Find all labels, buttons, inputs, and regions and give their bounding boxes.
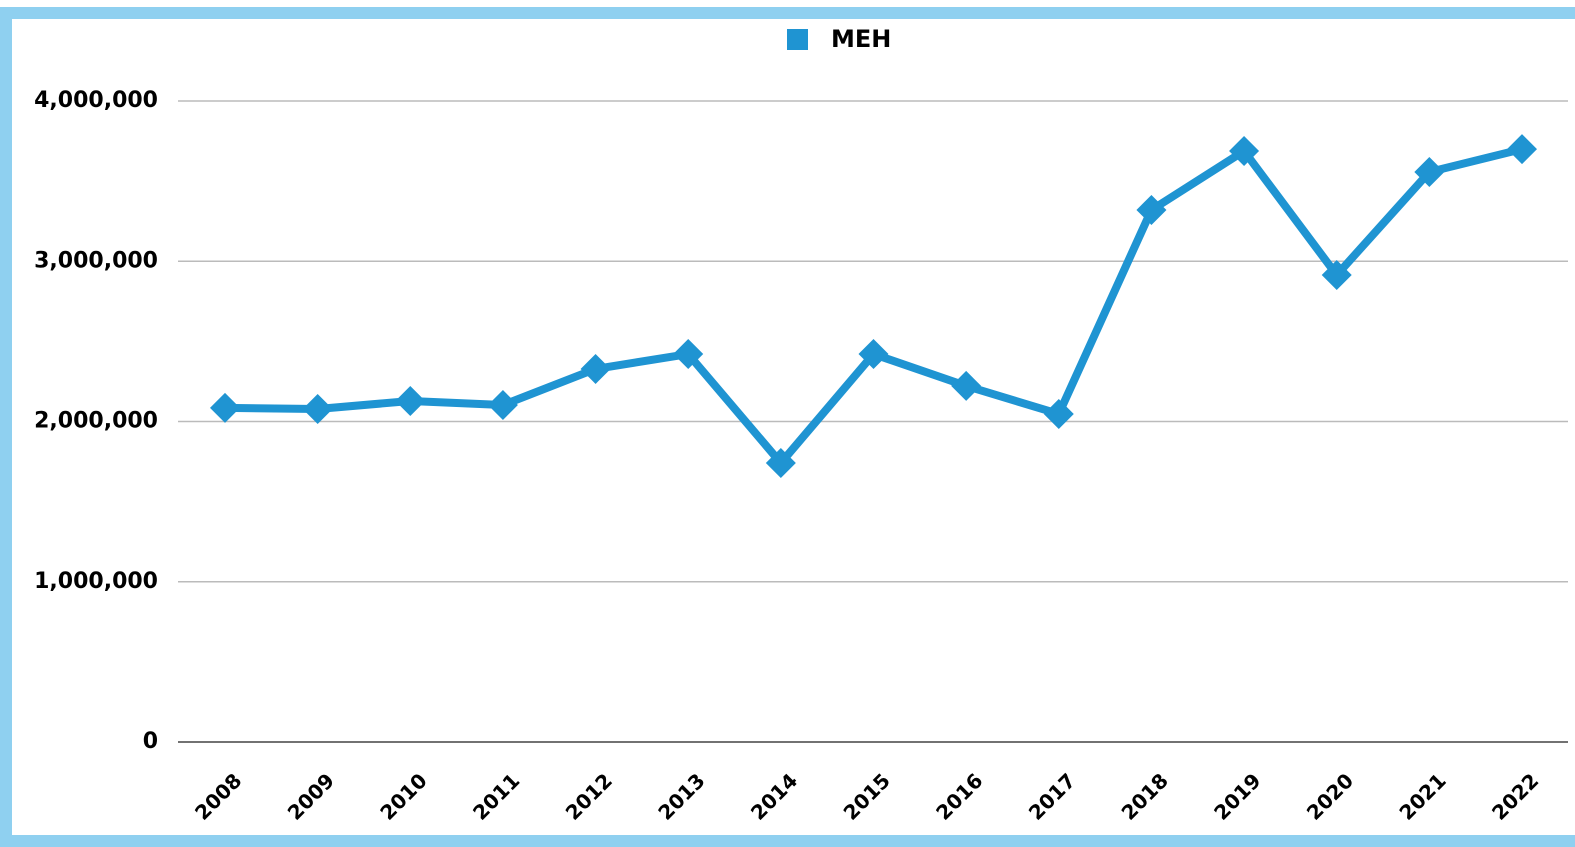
data-point — [951, 370, 982, 401]
legend-swatch — [787, 29, 808, 50]
y-tick-label: 2,000,000 — [34, 409, 158, 434]
y-tick-label: 1,000,000 — [34, 569, 158, 594]
data-point — [1229, 135, 1260, 166]
data-point — [210, 392, 240, 423]
data-point — [858, 339, 889, 370]
y-tick-label: 0 — [143, 729, 158, 754]
data-point — [1136, 194, 1167, 225]
legend-label: MEH — [831, 25, 891, 53]
data-point — [673, 339, 704, 370]
y-tick-label: 4,000,000 — [34, 88, 158, 113]
data-point — [580, 353, 611, 384]
y-tick-label: 3,000,000 — [34, 248, 158, 273]
data-point — [395, 385, 426, 416]
data-point — [1507, 134, 1537, 165]
data-point — [765, 448, 796, 479]
data-point — [1321, 260, 1352, 291]
data-point — [1414, 156, 1445, 187]
data-point — [487, 389, 518, 420]
data-point — [1043, 398, 1074, 429]
frame — [0, 7, 1575, 847]
data-point — [302, 394, 333, 425]
